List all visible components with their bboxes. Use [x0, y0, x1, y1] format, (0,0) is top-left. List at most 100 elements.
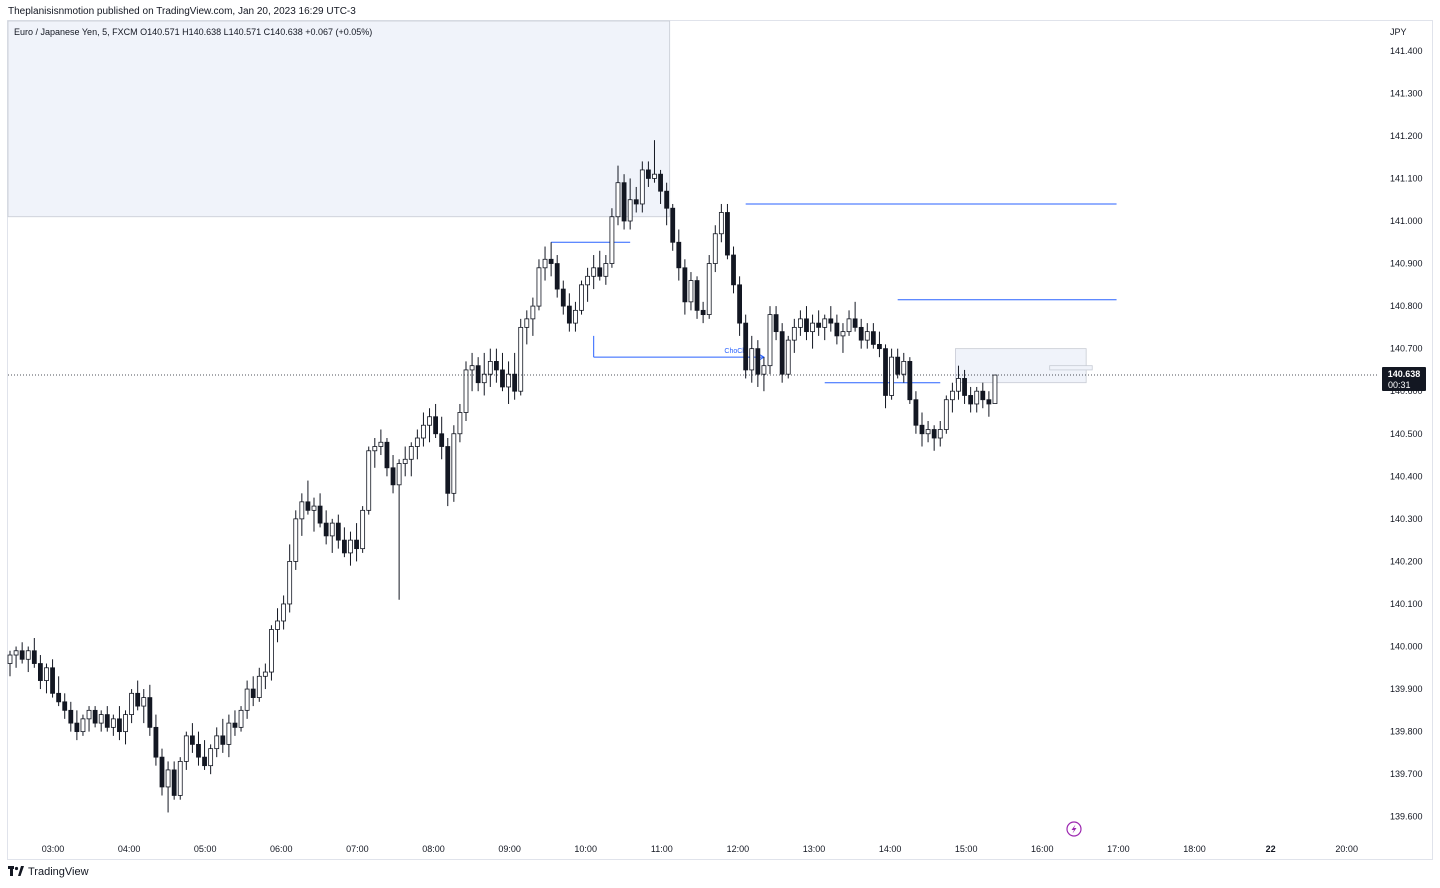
candle-body	[421, 424, 426, 439]
candle-body	[451, 433, 457, 494]
candle-body	[737, 284, 742, 324]
candle-body	[743, 322, 749, 371]
footer-brand-label: TradingView	[28, 866, 89, 878]
candle-body	[329, 522, 335, 537]
candle-body	[913, 399, 919, 426]
zone-box-2	[1049, 365, 1093, 371]
time-axis[interactable]: 03:00 04:00 05:00 06:00 07:00 08:00 09:00 10:00…	[42, 844, 1358, 854]
footer-brand[interactable]: TradingView	[8, 866, 89, 878]
candle-body	[925, 429, 931, 435]
candle-body	[804, 318, 809, 333]
candle-body	[463, 369, 469, 413]
candle-body	[165, 769, 171, 788]
price-axis[interactable]: JPY 141.400 141.300 141.200 141.100 141.000 1…	[1390, 27, 1423, 822]
candle-body	[755, 348, 761, 375]
candle-body	[840, 331, 846, 337]
candle-body	[937, 429, 943, 439]
candle-body	[761, 365, 767, 375]
candle-body	[250, 688, 256, 698]
time-tick-label: 06:00	[270, 844, 293, 854]
candle-body	[962, 378, 967, 396]
candle-body	[481, 373, 487, 384]
candle-body	[38, 663, 43, 681]
publish-info: Theplanisisnmotion published on TradingV…	[8, 6, 356, 17]
candle-body	[931, 429, 937, 439]
price-tick-label: 141.100	[1390, 173, 1423, 183]
candle-body	[676, 241, 682, 269]
candle-body	[658, 173, 663, 192]
candle-body	[609, 216, 615, 264]
candle-body	[341, 539, 347, 554]
candle-body	[773, 314, 779, 333]
candle-body	[44, 667, 49, 681]
candle-body	[293, 518, 299, 562]
candle-body	[348, 539, 353, 554]
price-tick-label: 140.600	[1390, 386, 1423, 396]
candle-body	[986, 399, 992, 405]
candle-body	[214, 735, 220, 750]
alert-lightning-icon[interactable]	[1066, 821, 1082, 837]
time-tick-label: 18:00	[1183, 844, 1206, 854]
time-tick-label: 17:00	[1107, 844, 1130, 854]
candle-body	[50, 667, 55, 694]
candle-body	[980, 390, 986, 401]
candle-body	[110, 718, 116, 728]
price-tick-label: 140.400	[1390, 471, 1423, 481]
candle-body	[524, 318, 530, 328]
time-tick-label: 15:00	[955, 844, 978, 854]
price-tick-label: 139.800	[1390, 727, 1423, 737]
candle-body	[287, 561, 293, 605]
candle-body	[682, 267, 688, 303]
candle-body	[427, 416, 432, 426]
price-tick-label: 141.200	[1390, 131, 1423, 141]
candle-body	[354, 539, 359, 550]
candle-body	[785, 339, 791, 375]
candle-body	[7, 654, 13, 664]
price-tick-label: 140.000	[1390, 642, 1423, 652]
candle-body	[706, 263, 712, 316]
candle-body	[141, 697, 147, 707]
price-tick-label: 141.400	[1390, 46, 1423, 56]
candle-body	[597, 267, 603, 277]
last-price-tag: 140.638 00:31	[1382, 367, 1426, 392]
candle-body	[281, 603, 287, 622]
candle-body	[901, 361, 907, 375]
candle-body	[615, 182, 621, 218]
zone-box-0	[7, 20, 671, 218]
candle-body	[548, 258, 554, 264]
candle-body	[591, 267, 597, 277]
candle-body	[317, 505, 323, 524]
candle-body	[779, 331, 785, 375]
price-tick-label: 141.000	[1390, 216, 1423, 226]
candle-body	[475, 365, 481, 384]
candle-body	[889, 356, 894, 396]
candle-body	[244, 688, 250, 711]
candle-body	[123, 714, 128, 733]
candle-body	[269, 629, 274, 673]
candle-body	[852, 318, 858, 328]
candle-body	[323, 522, 329, 537]
time-tick-label: 07:00	[346, 844, 369, 854]
price-tick-label: 140.700	[1390, 344, 1423, 354]
price-tick-label: 140.100	[1390, 599, 1423, 609]
candle-body	[530, 305, 536, 320]
levels-layer: ChoCh	[551, 203, 1117, 384]
candle-body	[104, 714, 110, 728]
candle-body	[189, 735, 195, 745]
candle-body	[694, 280, 700, 311]
candle-body	[208, 748, 214, 767]
candle-body	[712, 233, 718, 264]
candle-body	[220, 735, 226, 745]
price-tick-label: 140.300	[1390, 514, 1423, 524]
candle-body	[305, 501, 311, 511]
candle-body	[445, 446, 451, 494]
candle-body	[639, 169, 645, 205]
candle-body	[487, 361, 493, 375]
candle-body	[791, 326, 797, 341]
candle-body	[664, 190, 670, 209]
price-tick-label: 140.900	[1390, 259, 1423, 269]
price-tick-label: 140.800	[1390, 301, 1423, 311]
time-tick-label: 13:00	[803, 844, 826, 854]
price-tick-label: 140.500	[1390, 429, 1423, 439]
